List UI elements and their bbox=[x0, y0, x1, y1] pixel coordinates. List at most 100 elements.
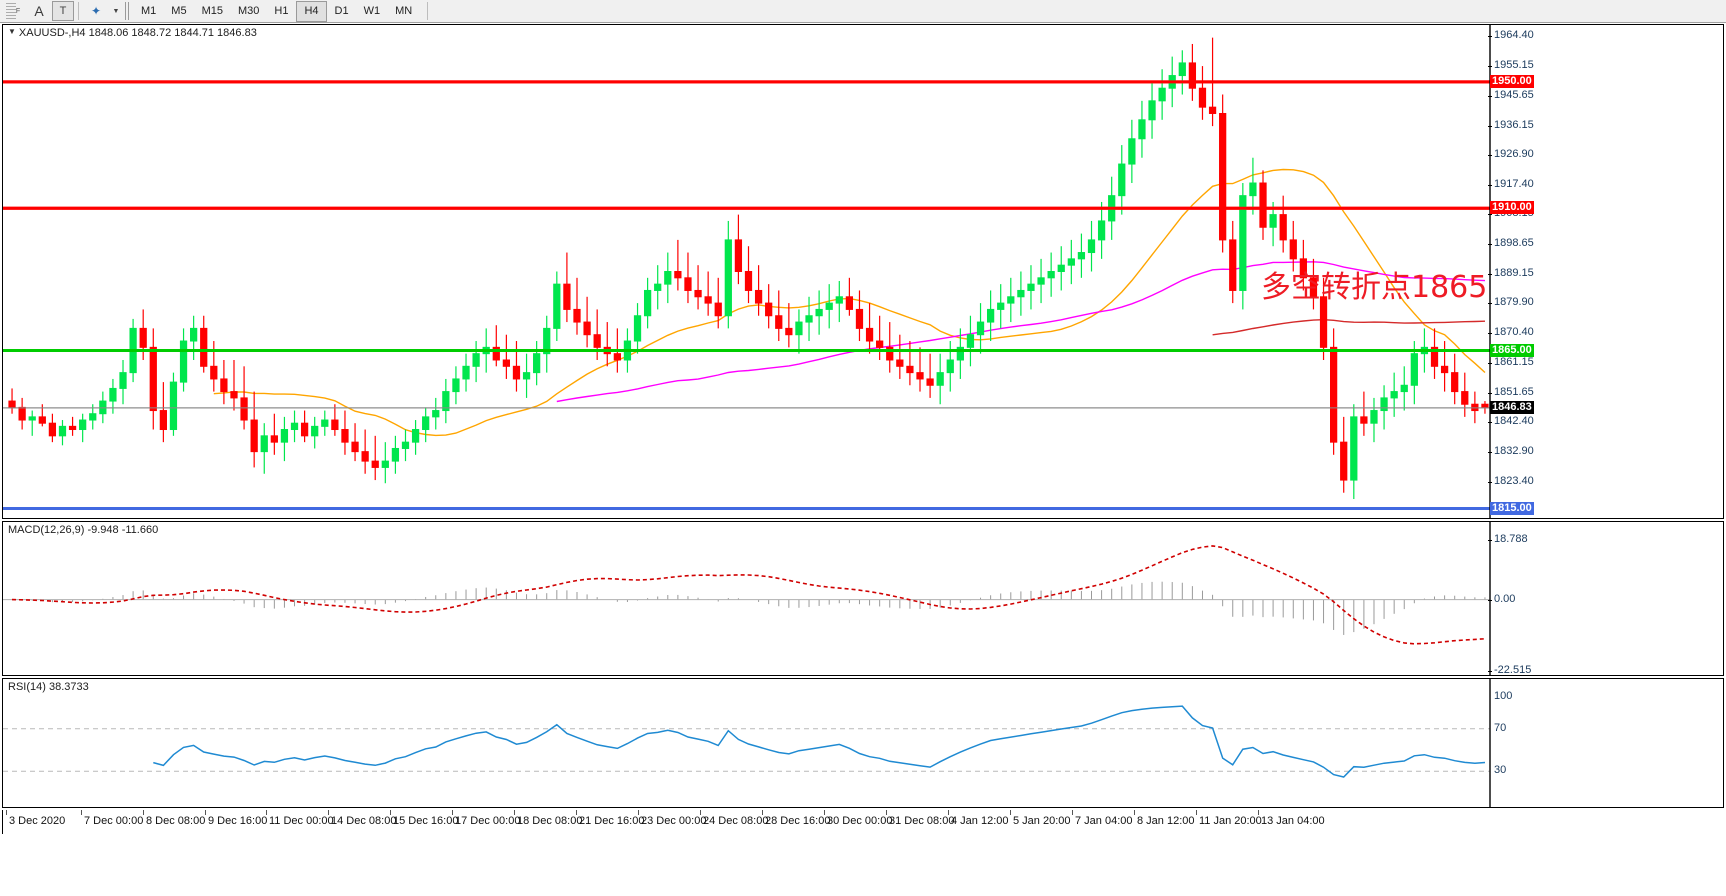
candle-body bbox=[522, 372, 531, 380]
time-tick bbox=[700, 810, 701, 815]
time-label-3: 9 Dec 16:00 bbox=[208, 815, 268, 827]
time-label-15: 4 Jan 12:00 bbox=[951, 815, 1009, 827]
text-a-icon[interactable]: A bbox=[34, 3, 44, 19]
candle-body bbox=[1440, 365, 1449, 374]
timeframe-h4[interactable]: H4 bbox=[296, 0, 327, 22]
candle-body bbox=[714, 302, 722, 317]
timeframe-m30[interactable]: M30 bbox=[237, 4, 260, 17]
candle-body bbox=[1259, 182, 1267, 228]
candle-body bbox=[361, 451, 369, 462]
time-label-6: 15 Dec 16:00 bbox=[393, 815, 459, 827]
candle-body bbox=[1077, 252, 1086, 260]
ma-magenta-line bbox=[556, 261, 1486, 403]
time-axis[interactable]: 3 Dec 2020 7 Dec 00:00 8 Dec 08:00 9 Dec 16… bbox=[2, 810, 1724, 834]
time-label-2: 8 Dec 08:00 bbox=[146, 815, 206, 827]
candle-body bbox=[210, 365, 218, 380]
candle-body bbox=[654, 283, 662, 291]
candle-body bbox=[724, 239, 732, 317]
crosshair-f-icon[interactable]: F bbox=[0, 1, 26, 21]
time-tick bbox=[886, 810, 887, 815]
timeframe-m15[interactable]: M15 bbox=[201, 4, 223, 17]
candle-body bbox=[18, 406, 26, 421]
candle-body bbox=[260, 435, 268, 453]
candle-body bbox=[190, 327, 198, 342]
chevron-down-icon[interactable]: ▼ bbox=[112, 7, 120, 15]
timeframe-m1[interactable]: M1 bbox=[141, 4, 157, 17]
price-chart-pane[interactable]: ▼ XAUUSD-,H4 1848.06 1848.72 1844.71 1846… bbox=[2, 24, 1724, 519]
candle-body bbox=[452, 378, 460, 393]
time-tick bbox=[824, 810, 825, 815]
candle-body bbox=[694, 289, 702, 298]
toolbar-grip[interactable] bbox=[125, 2, 130, 20]
rsi-pane-label: RSI(14) 38.3733 bbox=[8, 681, 89, 693]
candle-body bbox=[401, 441, 410, 449]
candle-body bbox=[1087, 239, 1096, 254]
rsi-line bbox=[153, 705, 1486, 778]
time-label-0: 3 Dec 2020 bbox=[9, 815, 66, 827]
candle-body bbox=[1047, 271, 1055, 279]
candle-body bbox=[280, 429, 289, 443]
candle-body bbox=[855, 308, 864, 329]
candle-body bbox=[8, 400, 16, 408]
chart-annotation-text: 多空转折点1865 bbox=[1261, 270, 1488, 306]
candle-body bbox=[1400, 384, 1408, 393]
candle-body bbox=[391, 447, 400, 462]
candle-body bbox=[795, 321, 803, 336]
macd-pane[interactable]: MACD(12,26,9) -9.948 -11.660 bbox=[2, 521, 1724, 676]
candle-body bbox=[139, 327, 147, 348]
candle-body bbox=[48, 422, 57, 437]
objects-icon[interactable]: ✦ bbox=[90, 4, 102, 18]
timeframe-mn[interactable]: MN bbox=[395, 4, 413, 17]
time-tick bbox=[452, 810, 453, 815]
timeframe-d1[interactable]: D1 bbox=[334, 4, 349, 17]
time-tick bbox=[576, 810, 577, 815]
timeframe-m5[interactable]: M5 bbox=[171, 4, 187, 17]
candle-body bbox=[785, 327, 793, 336]
candle-body bbox=[411, 429, 420, 443]
candle-body bbox=[250, 419, 258, 453]
candle-body bbox=[311, 425, 319, 437]
symbol-period-ohlc: XAUUSD-,H4 1848.06 1848.72 1844.71 1846.… bbox=[18, 27, 257, 39]
candle-body bbox=[916, 372, 924, 380]
price-chart-canvas[interactable] bbox=[3, 25, 1723, 518]
macd-canvas[interactable] bbox=[3, 522, 1723, 675]
candle-body bbox=[1269, 214, 1277, 228]
candle-body bbox=[1118, 163, 1126, 197]
candle-body bbox=[341, 429, 349, 443]
candle-body bbox=[1279, 214, 1287, 241]
toolbar-divider-2 bbox=[427, 2, 429, 20]
timeframe-w1[interactable]: W1 bbox=[363, 4, 381, 17]
candle-body bbox=[492, 346, 500, 361]
candle-body bbox=[613, 353, 621, 361]
time-tick bbox=[390, 810, 391, 815]
macd-histogram bbox=[21, 581, 1486, 635]
candle-body bbox=[149, 346, 157, 412]
time-label-5: 14 Dec 08:00 bbox=[331, 815, 397, 827]
candle-body bbox=[765, 302, 773, 317]
text-label-icon[interactable]: T bbox=[52, 1, 74, 21]
candle-body bbox=[1198, 87, 1207, 108]
candle-body bbox=[1370, 410, 1378, 424]
candle-body bbox=[442, 391, 450, 412]
candle-body bbox=[99, 400, 107, 415]
candle-body bbox=[169, 381, 178, 431]
rsi-canvas[interactable] bbox=[3, 679, 1723, 807]
candle-body bbox=[1319, 296, 1328, 348]
pane-collapse-caret-icon[interactable]: ▼ bbox=[8, 27, 16, 36]
candle-body bbox=[835, 296, 843, 304]
candle-body bbox=[1451, 372, 1459, 393]
rsi-pane[interactable]: RSI(14) 38.3733 bbox=[2, 678, 1724, 808]
candle-body bbox=[1219, 112, 1227, 241]
timeframe-h1[interactable]: H1 bbox=[274, 4, 289, 17]
candle-body bbox=[290, 422, 299, 431]
macd-pane-label: MACD(12,26,9) -9.948 -11.660 bbox=[8, 524, 159, 536]
time-label-10: 23 Dec 00:00 bbox=[641, 815, 707, 827]
candle-body bbox=[1097, 220, 1106, 241]
candle-body bbox=[422, 416, 430, 431]
candle-body bbox=[462, 365, 470, 380]
time-label-18: 8 Jan 12:00 bbox=[1137, 815, 1195, 827]
candle-body bbox=[553, 283, 561, 329]
candle-body bbox=[563, 283, 571, 310]
candle-body bbox=[876, 340, 884, 348]
candle-body bbox=[1017, 289, 1025, 298]
